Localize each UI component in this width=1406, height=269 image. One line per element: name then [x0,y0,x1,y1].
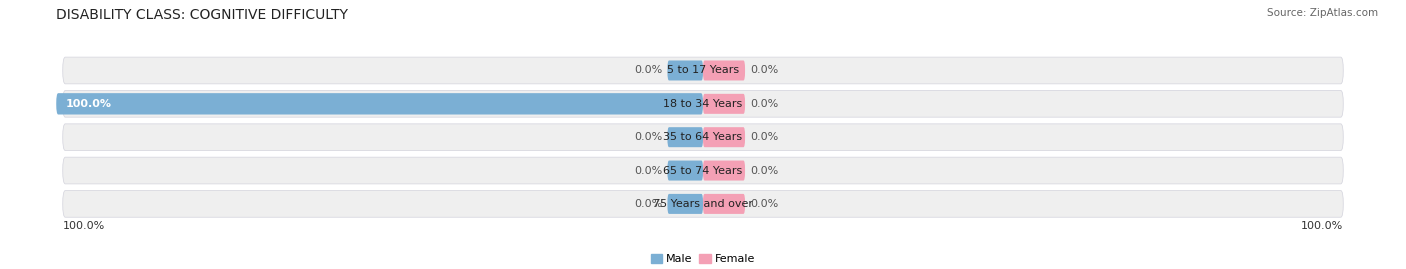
FancyBboxPatch shape [668,61,703,80]
FancyBboxPatch shape [63,90,1343,117]
Text: 0.0%: 0.0% [751,99,779,109]
Text: 0.0%: 0.0% [634,199,662,209]
Text: Source: ZipAtlas.com: Source: ZipAtlas.com [1267,8,1378,18]
Text: 0.0%: 0.0% [751,165,779,176]
FancyBboxPatch shape [56,93,703,115]
Text: 5 to 17 Years: 5 to 17 Years [666,65,740,76]
FancyBboxPatch shape [63,57,1343,84]
FancyBboxPatch shape [703,194,745,214]
Text: 0.0%: 0.0% [634,65,662,76]
Text: 0.0%: 0.0% [751,132,779,142]
Text: 100.0%: 100.0% [66,99,112,109]
FancyBboxPatch shape [703,127,745,147]
Text: 100.0%: 100.0% [63,221,105,231]
FancyBboxPatch shape [668,194,703,214]
Text: DISABILITY CLASS: COGNITIVE DIFFICULTY: DISABILITY CLASS: COGNITIVE DIFFICULTY [56,8,349,22]
Text: 0.0%: 0.0% [634,165,662,176]
FancyBboxPatch shape [63,190,1343,217]
Text: 100.0%: 100.0% [1301,221,1343,231]
Text: 18 to 34 Years: 18 to 34 Years [664,99,742,109]
Text: 0.0%: 0.0% [634,132,662,142]
Text: 35 to 64 Years: 35 to 64 Years [664,132,742,142]
Text: 75 Years and over: 75 Years and over [652,199,754,209]
FancyBboxPatch shape [703,94,745,114]
Text: 65 to 74 Years: 65 to 74 Years [664,165,742,176]
FancyBboxPatch shape [703,161,745,180]
Text: 0.0%: 0.0% [751,65,779,76]
Text: 0.0%: 0.0% [751,199,779,209]
FancyBboxPatch shape [63,157,1343,184]
FancyBboxPatch shape [63,124,1343,151]
FancyBboxPatch shape [668,127,703,147]
FancyBboxPatch shape [703,61,745,80]
Legend: Male, Female: Male, Female [647,249,759,268]
FancyBboxPatch shape [668,161,703,180]
